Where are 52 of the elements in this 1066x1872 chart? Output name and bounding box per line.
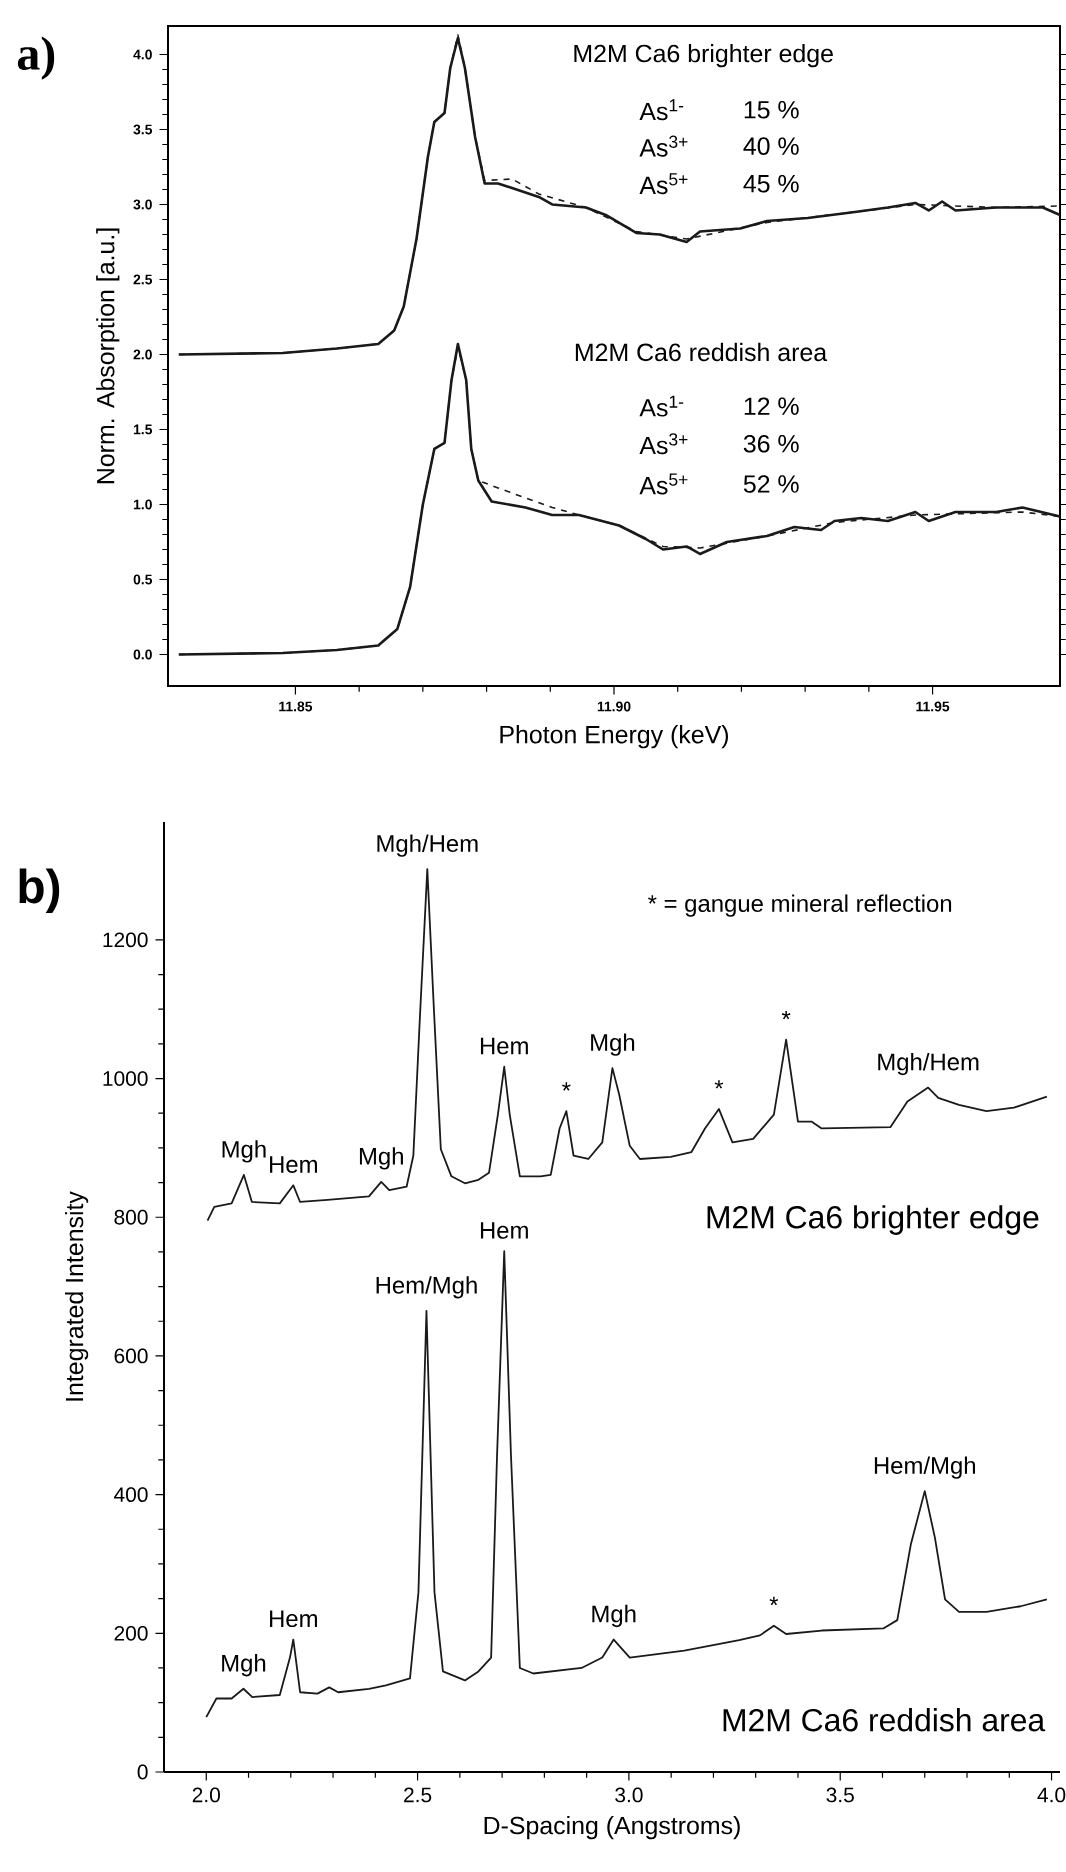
annotation: Mgh: [592, 1604, 636, 1628]
y-axis-title: Integrated Intensity: [65, 1191, 89, 1401]
annotation: Mgh: [222, 1654, 266, 1677]
annotation: Hem/Mgh: [376, 1276, 477, 1299]
annotation: 12 %: [744, 397, 799, 415]
y-tick-label: 1200: [103, 932, 148, 948]
annotation: 15 %: [744, 101, 799, 119]
annotation: As$^{3+}$: [639, 135, 688, 157]
annotation: M2M Ca6 reddish area: [723, 1708, 1046, 1732]
annotation: M2M Ca6 reddish area: [575, 342, 828, 362]
x-tick-label: 4.0: [1037, 1787, 1066, 1803]
annotation: 40 %: [743, 137, 799, 155]
annotation: 52 %: [743, 475, 799, 493]
annotation: As$^{1-}$: [639, 395, 684, 417]
chart-title: a): [17, 36, 55, 80]
y-tick-label: 600: [114, 1348, 148, 1364]
annotation: * = gangue mineral reflection: [648, 894, 952, 917]
annotation: M2M Ca6 brighter edge: [707, 1205, 1039, 1235]
y-tick-label: 400: [114, 1487, 148, 1503]
annotation: Hem: [270, 1156, 317, 1173]
y-tick-label: 0: [137, 1764, 148, 1780]
annotation: *: [769, 1596, 779, 1606]
annotation: Mgh/Hem: [878, 1052, 979, 1076]
annotation: Mgh/Hem: [377, 834, 478, 857]
x-axis-title: Photon Energy (keV): [500, 725, 729, 749]
annotation: *: [714, 1080, 724, 1089]
annotation: *: [781, 1010, 791, 1020]
annotation: As$^{3+}$: [639, 433, 688, 455]
x-tick-label: 2.5: [404, 1787, 432, 1803]
annotation: As$^{5+}$: [639, 473, 688, 495]
annotation: *: [562, 1082, 571, 1091]
annotation: Hem: [270, 1610, 317, 1628]
x-axis-title: D-Spacing (Angstroms): [484, 1816, 740, 1840]
y-axis-title: Norm. Absorption [a.u.]: [96, 228, 120, 484]
annotation: Mgh: [591, 1033, 635, 1056]
annotation: Mgh: [222, 1140, 266, 1163]
annotation: 36 %: [743, 434, 799, 453]
annotation: As$^{1-}$: [639, 99, 684, 121]
annotation: M2M Ca6 brighter edge: [574, 44, 833, 68]
y-tick-label: 200: [114, 1625, 148, 1641]
annotation: Hem/Mgh: [874, 1456, 976, 1479]
annotation: Mgh: [359, 1147, 403, 1170]
x-tick-label: 3.0: [615, 1787, 643, 1803]
text: b): [19, 868, 60, 913]
x-tick-label: 3.5: [826, 1787, 854, 1803]
annotation: 45 %: [743, 174, 799, 193]
annotation: Hem: [480, 1037, 528, 1055]
annotation: As$^{5+}$: [639, 173, 688, 195]
y-tick-label: 800: [114, 1209, 148, 1225]
annotation: Hem: [480, 1222, 528, 1239]
y-tick-label: 1000: [103, 1071, 148, 1086]
x-tick-label: 2.0: [192, 1787, 220, 1803]
